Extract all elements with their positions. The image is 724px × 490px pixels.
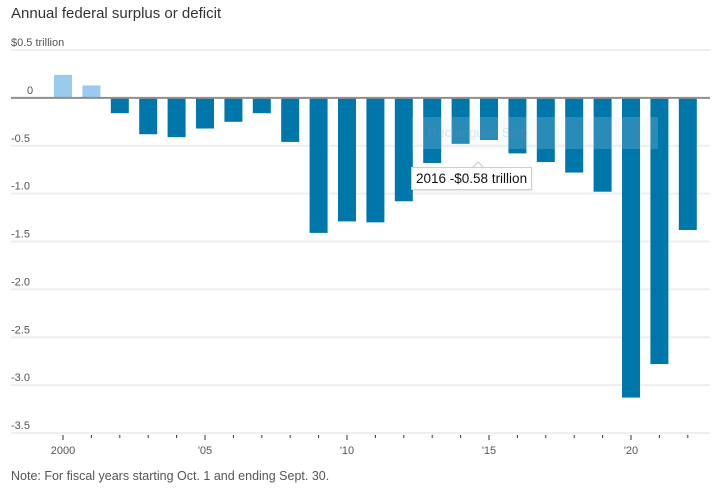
y-tick-label: -3.5 — [11, 420, 30, 432]
bar-2007 — [252, 97, 271, 114]
y-tick-label: 0 — [27, 85, 33, 97]
x-tick-label: '05 — [198, 445, 212, 457]
bar-2020 — [622, 97, 640, 398]
chart-title: Annual federal surplus or deficit — [11, 5, 222, 22]
bar-2017 — [536, 97, 555, 163]
bar-2021 — [650, 97, 669, 365]
x-tick-label: '10 — [340, 445, 354, 457]
bar-2009 — [309, 97, 328, 233]
y-tick-label: -2.0 — [11, 276, 30, 288]
x-tick-label: 2000 — [51, 445, 75, 457]
bar-2001 — [82, 85, 101, 98]
bar-2000 — [54, 74, 72, 98]
bar-2003 — [139, 97, 158, 135]
bar-2002 — [110, 97, 129, 114]
bar-tooltip: 2016 -$0.58 trillion — [411, 167, 533, 190]
bar-2004 — [167, 97, 186, 138]
y-axis-labels: $0.5 trillion 0 -0.5 -1.0 -1.5 -2.0 -2.5 -3.0 -3… — [11, 37, 64, 432]
bar-2015 — [480, 97, 498, 141]
y-tick-label: -2.5 — [11, 324, 30, 336]
y-tick-label: $0.5 trillion — [11, 37, 64, 49]
y-tick-label: -0.5 — [11, 133, 30, 145]
bar-2014 — [451, 97, 470, 144]
y-tick-label: -1.0 — [11, 181, 30, 193]
x-axis: 2000 '05 '10 '15 '20 — [51, 435, 689, 457]
bar-2011 — [366, 97, 385, 223]
tooltip-arrow-inner — [473, 163, 483, 168]
bars — [54, 74, 697, 398]
bar-2022 — [678, 97, 697, 231]
bar-2013 — [423, 97, 442, 163]
bar-2010 — [338, 97, 356, 222]
bar-2018 — [565, 97, 584, 173]
bar-2016 — [508, 97, 527, 154]
bar-2012 — [394, 97, 413, 202]
bar-2006 — [224, 97, 243, 122]
chart-note: Note: For fiscal years starting Oct. 1 a… — [11, 469, 330, 483]
y-tick-label: -1.5 — [11, 229, 30, 241]
gridlines — [11, 49, 710, 434]
bar-2019 — [593, 97, 612, 192]
x-tick-label: '15 — [482, 445, 496, 457]
bar-2005 — [196, 97, 214, 129]
y-tick-label: -3.0 — [11, 372, 30, 384]
bar-2008 — [281, 97, 300, 142]
x-tick-label: '20 — [624, 445, 638, 457]
